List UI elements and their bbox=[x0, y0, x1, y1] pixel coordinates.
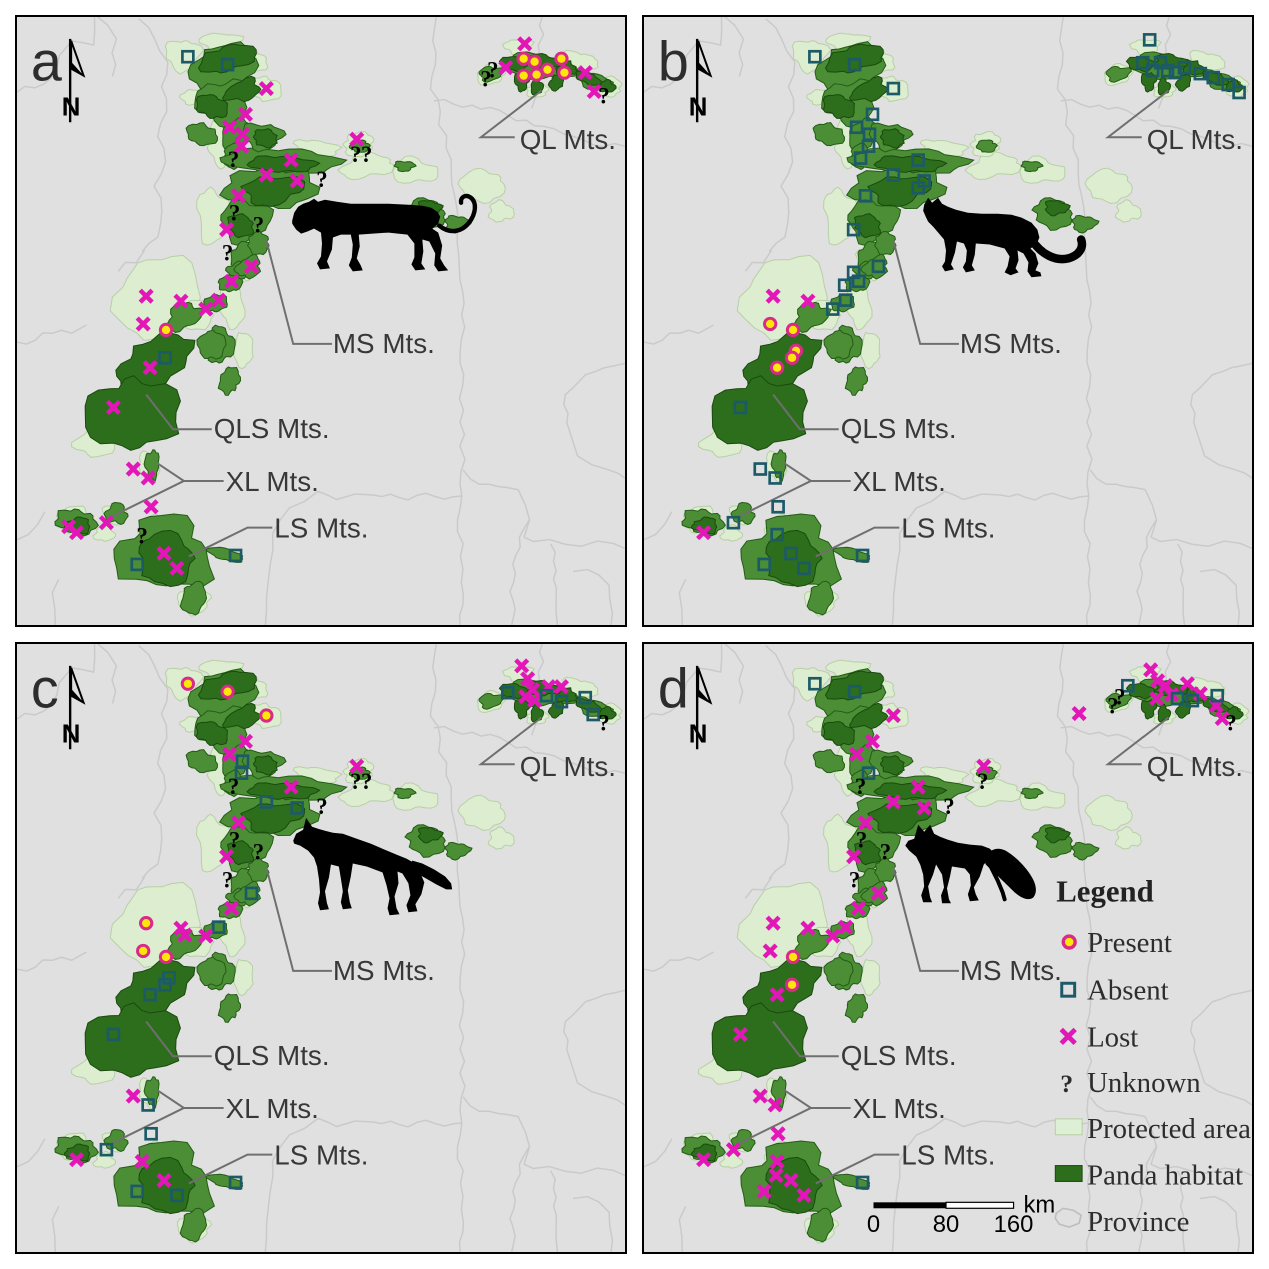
svg-text:d: d bbox=[658, 658, 689, 720]
svg-text:Province: Province bbox=[1087, 1206, 1189, 1238]
svg-text:c: c bbox=[31, 658, 59, 720]
svg-text:a: a bbox=[31, 31, 62, 93]
svg-text:Legend: Legend bbox=[1056, 874, 1153, 908]
svg-text:Absent: Absent bbox=[1087, 975, 1169, 1007]
svg-text:Panda habitat: Panda habitat bbox=[1087, 1159, 1243, 1191]
svg-text:160: 160 bbox=[994, 1211, 1034, 1238]
svg-text:b: b bbox=[658, 31, 689, 93]
svg-text:0: 0 bbox=[867, 1211, 880, 1238]
svg-text:Protected area: Protected area bbox=[1087, 1113, 1251, 1145]
svg-text:?: ? bbox=[1060, 1069, 1073, 1098]
svg-text:80: 80 bbox=[933, 1211, 960, 1238]
svg-text:Lost: Lost bbox=[1087, 1021, 1138, 1053]
svg-text:km: km bbox=[1024, 1191, 1056, 1218]
svg-text:Present: Present bbox=[1087, 927, 1172, 959]
svg-text:Unknown: Unknown bbox=[1087, 1067, 1201, 1099]
